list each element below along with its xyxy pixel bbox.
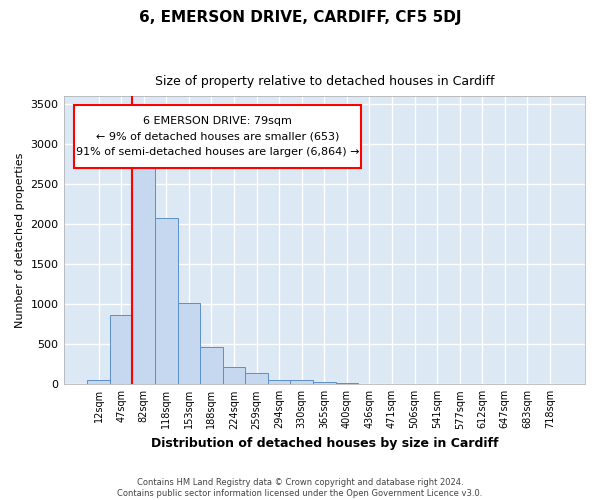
Text: 6 EMERSON DRIVE: 79sqm: 6 EMERSON DRIVE: 79sqm — [143, 116, 292, 126]
Bar — [178, 302, 200, 384]
Y-axis label: Number of detached properties: Number of detached properties — [15, 152, 25, 328]
Text: 6, EMERSON DRIVE, CARDIFF, CF5 5DJ: 6, EMERSON DRIVE, CARDIFF, CF5 5DJ — [139, 10, 461, 25]
Bar — [313, 382, 335, 384]
Bar — [110, 316, 133, 384]
Bar — [335, 382, 358, 384]
Bar — [268, 380, 290, 384]
Title: Size of property relative to detached houses in Cardiff: Size of property relative to detached ho… — [155, 75, 494, 88]
FancyBboxPatch shape — [74, 105, 361, 168]
X-axis label: Distribution of detached houses by size in Cardiff: Distribution of detached houses by size … — [151, 437, 498, 450]
Text: ← 9% of detached houses are smaller (653): ← 9% of detached houses are smaller (653… — [95, 132, 339, 141]
Bar — [155, 218, 178, 384]
Text: 91% of semi-detached houses are larger (6,864) →: 91% of semi-detached houses are larger (… — [76, 148, 359, 158]
Bar — [290, 380, 313, 384]
Bar — [223, 368, 245, 384]
Text: Contains HM Land Registry data © Crown copyright and database right 2024.
Contai: Contains HM Land Registry data © Crown c… — [118, 478, 482, 498]
Bar — [87, 380, 110, 384]
Bar — [200, 348, 223, 385]
Bar — [245, 372, 268, 384]
Bar — [133, 165, 155, 384]
